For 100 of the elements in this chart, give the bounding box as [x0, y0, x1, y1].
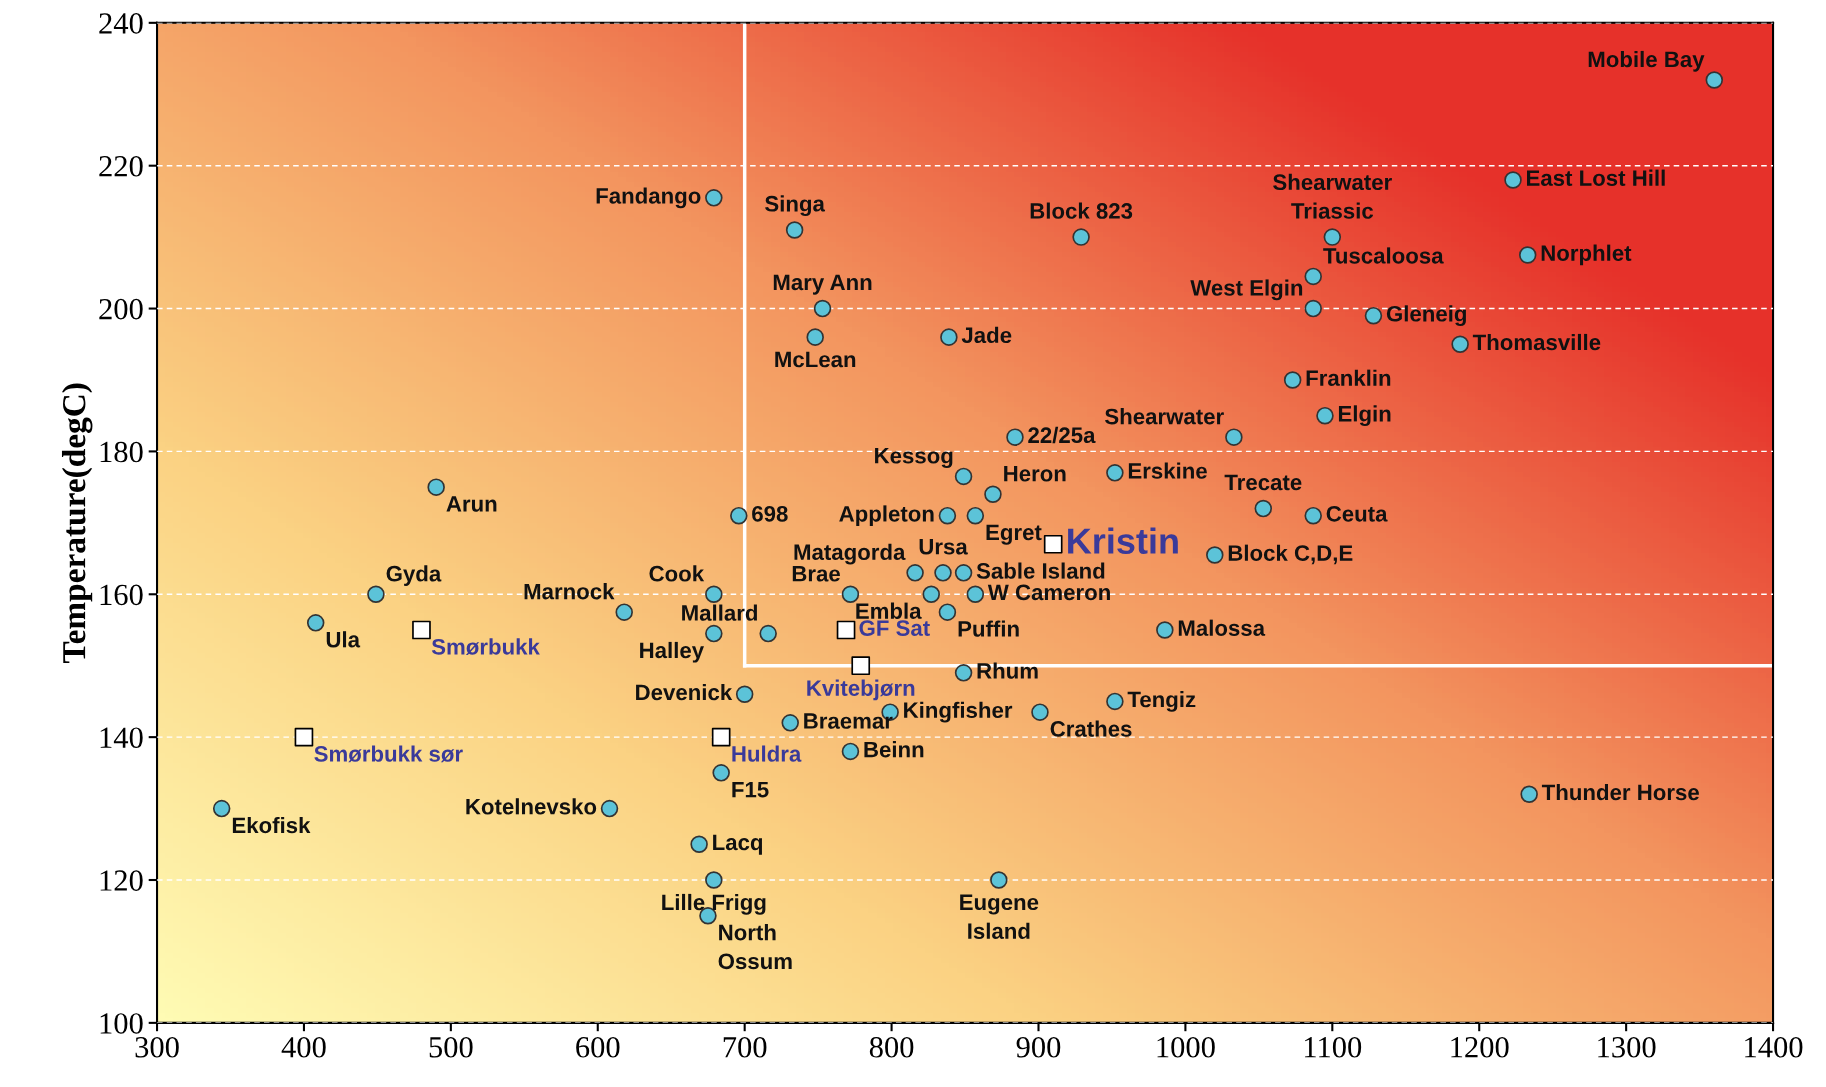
point — [841, 585, 860, 604]
annotation: Gleneig — [1386, 305, 1466, 327]
annotation: Norphlet — [1541, 244, 1632, 266]
point — [1006, 428, 1024, 446]
point — [615, 603, 633, 621]
y-tick-label: 240 — [99, 13, 143, 34]
point — [851, 656, 871, 676]
point — [367, 585, 385, 604]
point — [735, 685, 754, 704]
annotation: Ceuta — [1326, 505, 1388, 522]
y-tick-label: 220 — [99, 155, 143, 177]
point — [785, 221, 804, 239]
point — [922, 585, 941, 604]
point — [705, 189, 723, 207]
annotation: Braemar — [804, 713, 893, 729]
annotation: Smørbukk sør — [314, 745, 463, 763]
annotation: Trecate — [1224, 474, 1302, 491]
point — [759, 624, 777, 643]
annotation: Franklin — [1306, 369, 1391, 386]
point — [990, 871, 1008, 889]
point — [1316, 406, 1334, 425]
y-tick-label: 160 — [100, 584, 143, 606]
point — [938, 603, 957, 621]
annotation: Smørbukk — [431, 638, 540, 656]
annotation: Elgin — [1338, 405, 1391, 427]
annotation: Kristin — [1068, 527, 1178, 554]
annotation: Egret — [986, 524, 1042, 545]
annotation: Block C,D,E — [1228, 544, 1353, 565]
annotation: North Ossum — [718, 924, 792, 970]
point — [966, 506, 985, 525]
annotation: Lille Frigg — [662, 893, 766, 915]
point — [1043, 534, 1063, 554]
point — [1106, 464, 1124, 482]
y-axis-title: Temperature(degC) — [61, 383, 93, 664]
point — [813, 299, 832, 318]
x-tick-label: 400 — [281, 1036, 326, 1058]
annotation: Kingfisher — [904, 701, 1013, 723]
point — [1323, 228, 1342, 246]
annotation: Shearwater — [1104, 408, 1224, 425]
y-tick-label: 140 — [100, 727, 143, 749]
point — [212, 799, 231, 818]
x-tick-label: 800 — [869, 1036, 914, 1058]
point — [412, 620, 431, 640]
point — [940, 328, 958, 346]
x-tick-label: 1300 — [1598, 1036, 1656, 1058]
point — [1518, 246, 1537, 264]
annotation: Appleton — [839, 505, 934, 527]
annotation: Eugene Island — [960, 894, 1039, 939]
annotation: Thunder Horse — [1541, 783, 1699, 801]
annotation: Block 823 — [1030, 202, 1133, 219]
point — [841, 742, 860, 761]
annotation: Erskine — [1128, 462, 1207, 479]
point — [600, 799, 619, 818]
point — [984, 485, 1002, 504]
annotation: Shearwater Triassic — [1273, 173, 1392, 219]
annotation: Malossa — [1178, 619, 1266, 636]
point — [1304, 267, 1322, 286]
point — [906, 564, 924, 582]
annotation: Sable Island — [976, 562, 1105, 579]
annotation: East Lost Hill — [1527, 169, 1665, 186]
point — [712, 764, 730, 782]
point — [1031, 703, 1049, 721]
point — [954, 467, 973, 486]
point — [730, 506, 748, 525]
annotation: Kotelnevsko — [466, 798, 597, 815]
point — [938, 506, 957, 525]
point — [1283, 371, 1302, 389]
point — [705, 624, 723, 643]
annotation: Tuscaloosa — [1323, 247, 1444, 264]
annotation: Ursa — [919, 539, 968, 555]
point — [294, 727, 314, 747]
annotation: Jade — [961, 326, 1012, 344]
annotation: McLean — [775, 351, 856, 368]
annotation: W Cameron — [987, 584, 1110, 601]
annotation: Lacq — [713, 834, 763, 855]
x-tick-label: 1400 — [1745, 1036, 1803, 1058]
x-tick-label: 700 — [723, 1036, 767, 1058]
point — [1304, 506, 1322, 525]
point — [934, 564, 952, 582]
y-tick-label: 120 — [100, 870, 143, 891]
annotation: Mary Ann — [773, 274, 872, 295]
x-tick-label: 1200 — [1451, 1036, 1509, 1058]
annotation: Arun — [446, 496, 497, 512]
annotation: Kessog — [875, 448, 953, 469]
annotation: 698 — [752, 505, 788, 522]
annotation: Huldra — [732, 745, 802, 762]
point — [836, 620, 856, 640]
point — [1451, 335, 1469, 354]
annotation: Matagorda — [794, 543, 906, 565]
y-tick-label: 100 — [100, 1013, 143, 1034]
annotation: 22/25a — [1028, 426, 1096, 444]
point — [1206, 546, 1224, 564]
y-tick-label: 180 — [100, 441, 143, 463]
annotation: Beinn — [864, 741, 924, 758]
annotation: Fandango — [596, 187, 701, 209]
point — [1705, 71, 1724, 89]
point — [427, 478, 445, 496]
annotation: GF Sat — [859, 620, 930, 636]
x-tick-label: 900 — [1016, 1036, 1061, 1058]
point — [705, 871, 723, 889]
